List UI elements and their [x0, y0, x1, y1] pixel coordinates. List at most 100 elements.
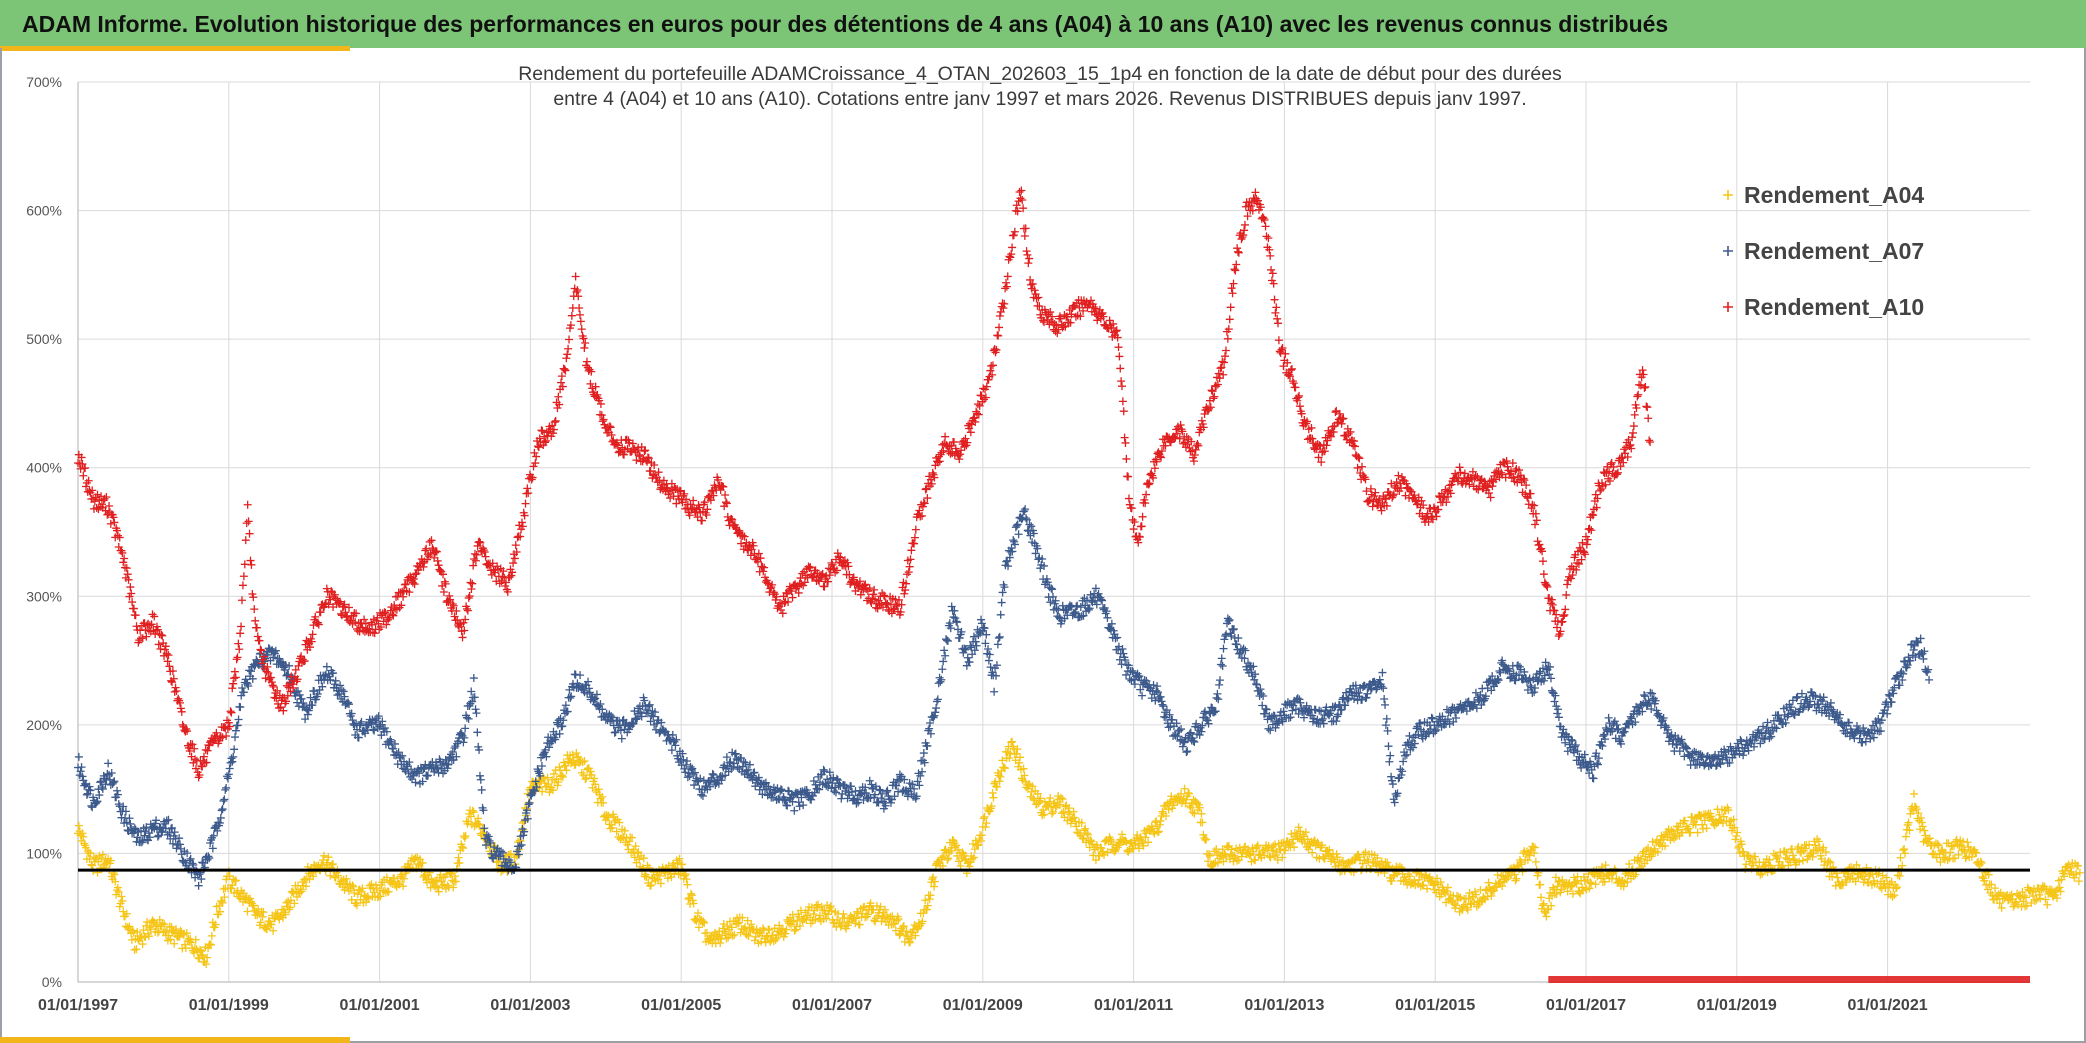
data-point	[935, 673, 944, 682]
data-point	[1396, 765, 1405, 774]
data-point	[1775, 857, 1784, 866]
data-point	[1912, 805, 1921, 814]
data-point	[570, 761, 579, 770]
data-point	[216, 907, 225, 916]
data-point	[1552, 889, 1561, 898]
data-point	[1746, 854, 1755, 863]
data-point	[1442, 887, 1451, 896]
data-point	[80, 781, 89, 790]
data-point	[236, 629, 245, 638]
data-point	[145, 923, 154, 932]
data-point	[1539, 899, 1548, 908]
data-point	[549, 786, 558, 795]
data-point	[233, 653, 242, 662]
data-point	[237, 596, 246, 605]
data-point	[599, 415, 608, 424]
data-point	[427, 536, 436, 545]
data-point	[1995, 899, 2004, 908]
data-point	[1000, 764, 1009, 773]
data-point	[1138, 691, 1147, 700]
data-point	[466, 578, 475, 587]
data-point	[994, 633, 1003, 642]
data-point	[581, 775, 590, 784]
data-point	[1901, 849, 1910, 858]
data-point	[1141, 833, 1150, 842]
data-point	[1919, 654, 1928, 663]
data-point	[561, 366, 570, 375]
data-point	[1268, 846, 1277, 855]
data-point	[187, 938, 196, 947]
data-point	[465, 592, 474, 601]
data-point	[606, 824, 615, 833]
data-point	[922, 905, 931, 914]
data-point	[510, 554, 519, 563]
data-point	[1892, 883, 1901, 892]
data-point	[1553, 709, 1562, 718]
data-point	[132, 945, 141, 954]
data-point	[686, 889, 695, 898]
data-point	[1497, 871, 1506, 880]
data-point	[680, 871, 689, 880]
data-point	[566, 693, 575, 702]
data-point	[474, 820, 483, 829]
y-tick-label: 600%	[26, 203, 62, 219]
data-point	[1529, 842, 1538, 851]
data-point	[2009, 902, 2018, 911]
data-point	[481, 552, 490, 561]
x-tick-label: 01/01/2009	[943, 997, 1023, 1014]
data-point	[203, 746, 212, 755]
x-tick-label: 01/01/2007	[792, 997, 872, 1014]
data-point	[1373, 853, 1382, 862]
data-point	[554, 392, 563, 401]
data-point	[1083, 830, 1092, 839]
data-point	[682, 756, 691, 765]
data-point	[866, 899, 875, 908]
data-point	[434, 887, 443, 896]
data-point	[968, 855, 977, 864]
data-point	[1169, 801, 1178, 810]
data-point	[1008, 737, 1017, 746]
data-point	[694, 909, 703, 918]
data-point	[1601, 861, 1610, 870]
data-point	[1750, 852, 1759, 861]
data-point	[1045, 797, 1054, 806]
data-point	[1077, 818, 1086, 827]
data-point	[938, 665, 947, 674]
data-point	[468, 806, 477, 815]
data-point	[322, 662, 331, 671]
data-point	[1232, 640, 1241, 649]
data-point	[2070, 873, 2079, 882]
data-point	[564, 344, 573, 353]
data-point	[458, 633, 467, 642]
data-point	[1462, 903, 1471, 912]
data-point	[772, 934, 781, 943]
data-point	[439, 587, 448, 596]
data-point	[250, 906, 259, 915]
data-point	[238, 581, 247, 590]
data-point	[936, 677, 945, 686]
data-point	[1083, 829, 1092, 838]
data-point	[110, 870, 119, 879]
data-point	[1161, 812, 1170, 821]
data-point	[716, 939, 725, 948]
data-point	[1643, 700, 1652, 709]
data-point	[1387, 877, 1396, 886]
data-point	[1511, 876, 1520, 885]
x-tick-label: 01/01/2001	[340, 997, 420, 1014]
data-point	[448, 876, 457, 885]
data-point	[1976, 857, 1985, 866]
x-tick-label: 01/01/2019	[1697, 997, 1777, 1014]
data-point	[1270, 852, 1279, 861]
data-point	[1925, 834, 1934, 843]
data-point	[157, 630, 166, 639]
data-point	[356, 719, 365, 728]
data-point	[454, 853, 463, 862]
data-point	[633, 714, 642, 723]
data-point	[1987, 880, 1996, 889]
data-point	[620, 826, 629, 835]
data-point	[1869, 733, 1878, 742]
data-point	[1972, 848, 1981, 857]
data-point	[297, 887, 306, 896]
data-point	[170, 939, 179, 948]
data-point	[671, 741, 680, 750]
